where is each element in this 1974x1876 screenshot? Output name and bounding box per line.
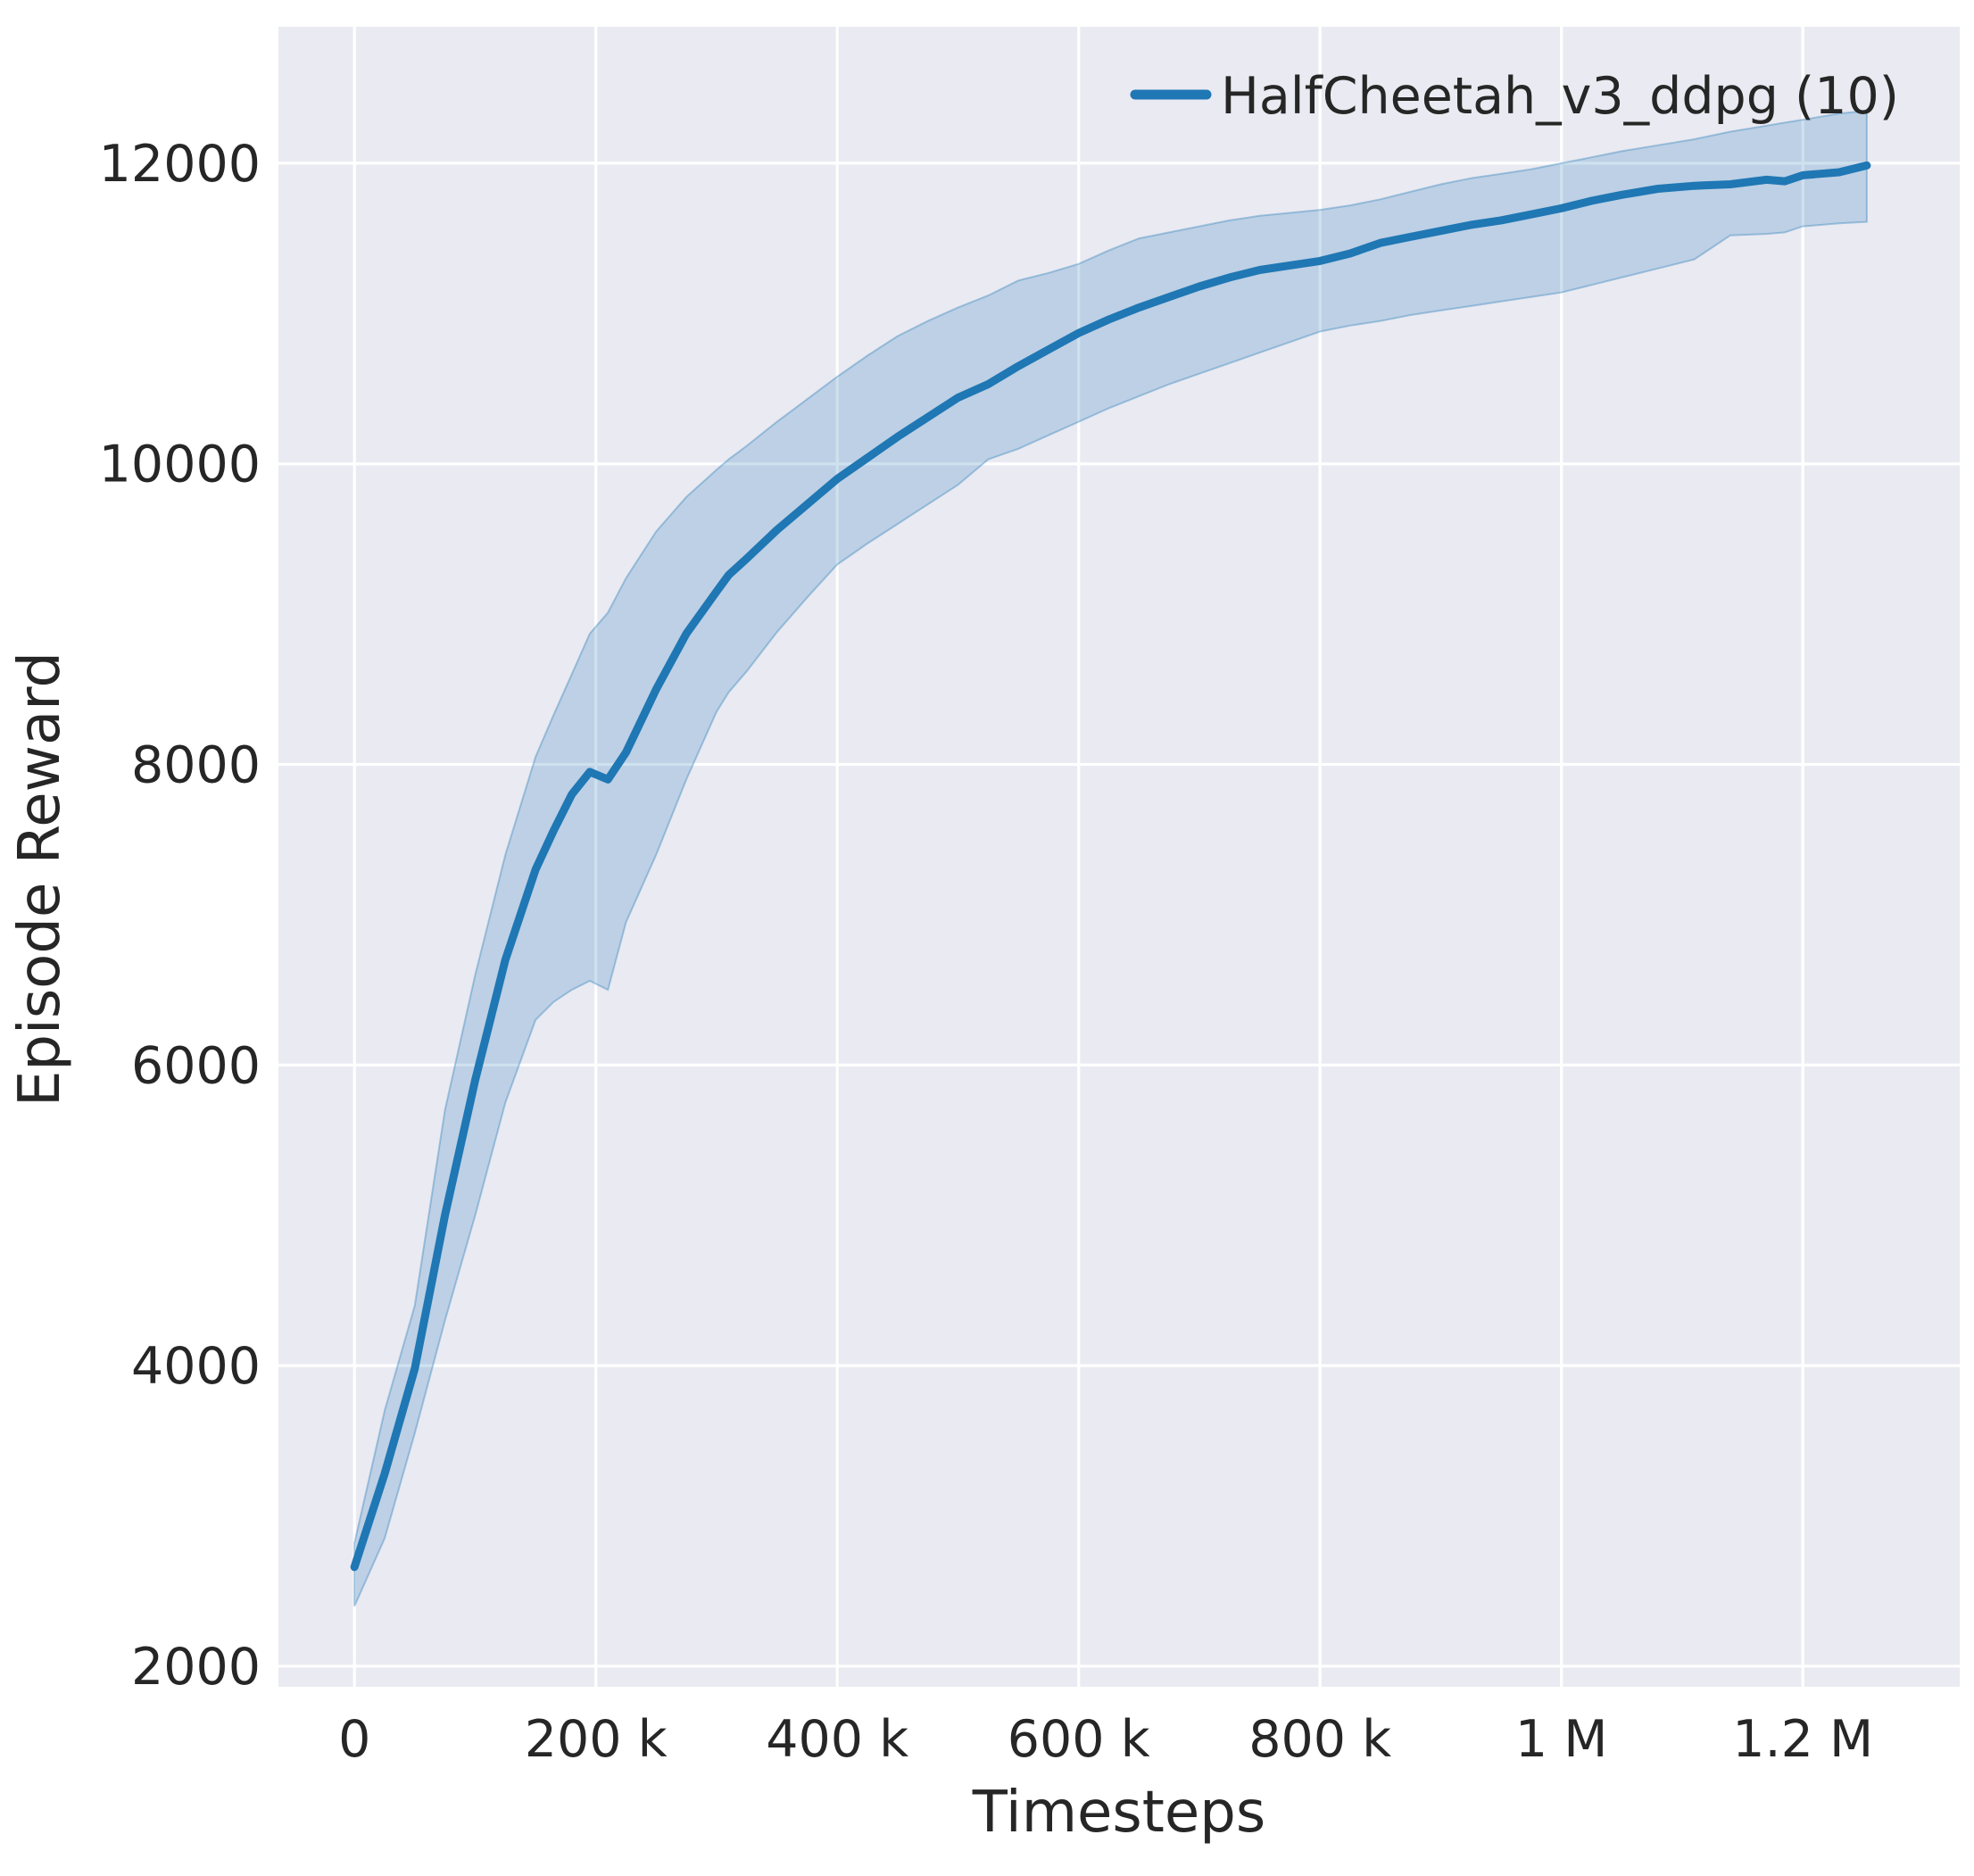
y-axis-label: Episode Reward xyxy=(7,652,73,1107)
mean-line xyxy=(350,161,1871,1572)
x-tick-label: 600 k xyxy=(1008,1710,1150,1769)
y-tick-label: 6000 xyxy=(131,1036,261,1095)
y-tick-labels: 2000 4000 6000 8000 10000 12000 xyxy=(99,135,261,1697)
legend: HalfCheetah_v3_ddpg (10) xyxy=(1130,67,1899,126)
x-tick-label: 0 xyxy=(338,1710,370,1769)
y-tick-label: 4000 xyxy=(131,1337,261,1396)
y-tick-label: 8000 xyxy=(131,736,261,795)
confidence-band xyxy=(353,109,1868,1607)
y-tick-label: 10000 xyxy=(99,436,261,494)
y-tick-label: 12000 xyxy=(99,135,261,194)
x-tick-labels: 0 200 k 400 k 600 k 800 k 1 M 1.2 M xyxy=(338,1710,1873,1769)
x-tick-label: 1 M xyxy=(1515,1710,1608,1769)
gridlines xyxy=(278,27,1960,1687)
plot-area xyxy=(278,27,1960,1687)
x-tick-label: 200 k xyxy=(525,1710,668,1769)
x-tick-label: 800 k xyxy=(1248,1710,1391,1769)
x-tick-label: 1.2 M xyxy=(1732,1710,1873,1769)
y-tick-label: 2000 xyxy=(131,1638,261,1697)
legend-label: HalfCheetah_v3_ddpg (10) xyxy=(1221,67,1899,126)
x-axis-label: Timesteps xyxy=(972,1780,1265,1846)
x-tick-label: 400 k xyxy=(766,1710,908,1769)
